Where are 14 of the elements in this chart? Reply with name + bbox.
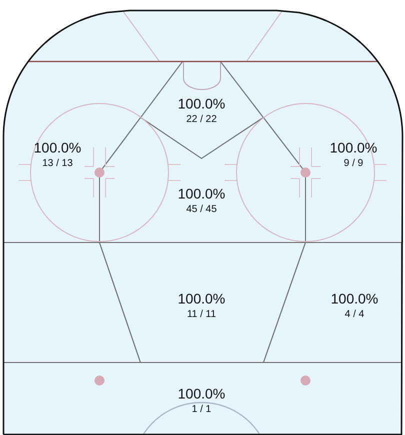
text: 9 / 9 bbox=[344, 158, 364, 169]
data-label: 100.0% bbox=[330, 140, 378, 156]
data-label: 100.0% bbox=[178, 290, 226, 306]
text: 13 / 13 bbox=[42, 158, 74, 169]
text: 22 / 22 bbox=[186, 114, 218, 125]
data-label: 100.0% bbox=[178, 386, 226, 402]
data-label: 100.0% bbox=[330, 290, 378, 306]
data-label: 100.0% bbox=[34, 140, 82, 156]
text: 1 / 1 bbox=[192, 404, 212, 415]
data-label: 100.0% bbox=[178, 96, 226, 112]
data-label: 100.0% bbox=[178, 186, 226, 202]
text: 11 / 11 bbox=[186, 309, 216, 320]
text: 4 / 4 bbox=[344, 309, 365, 320]
text: 45 / 45 bbox=[186, 204, 218, 215]
